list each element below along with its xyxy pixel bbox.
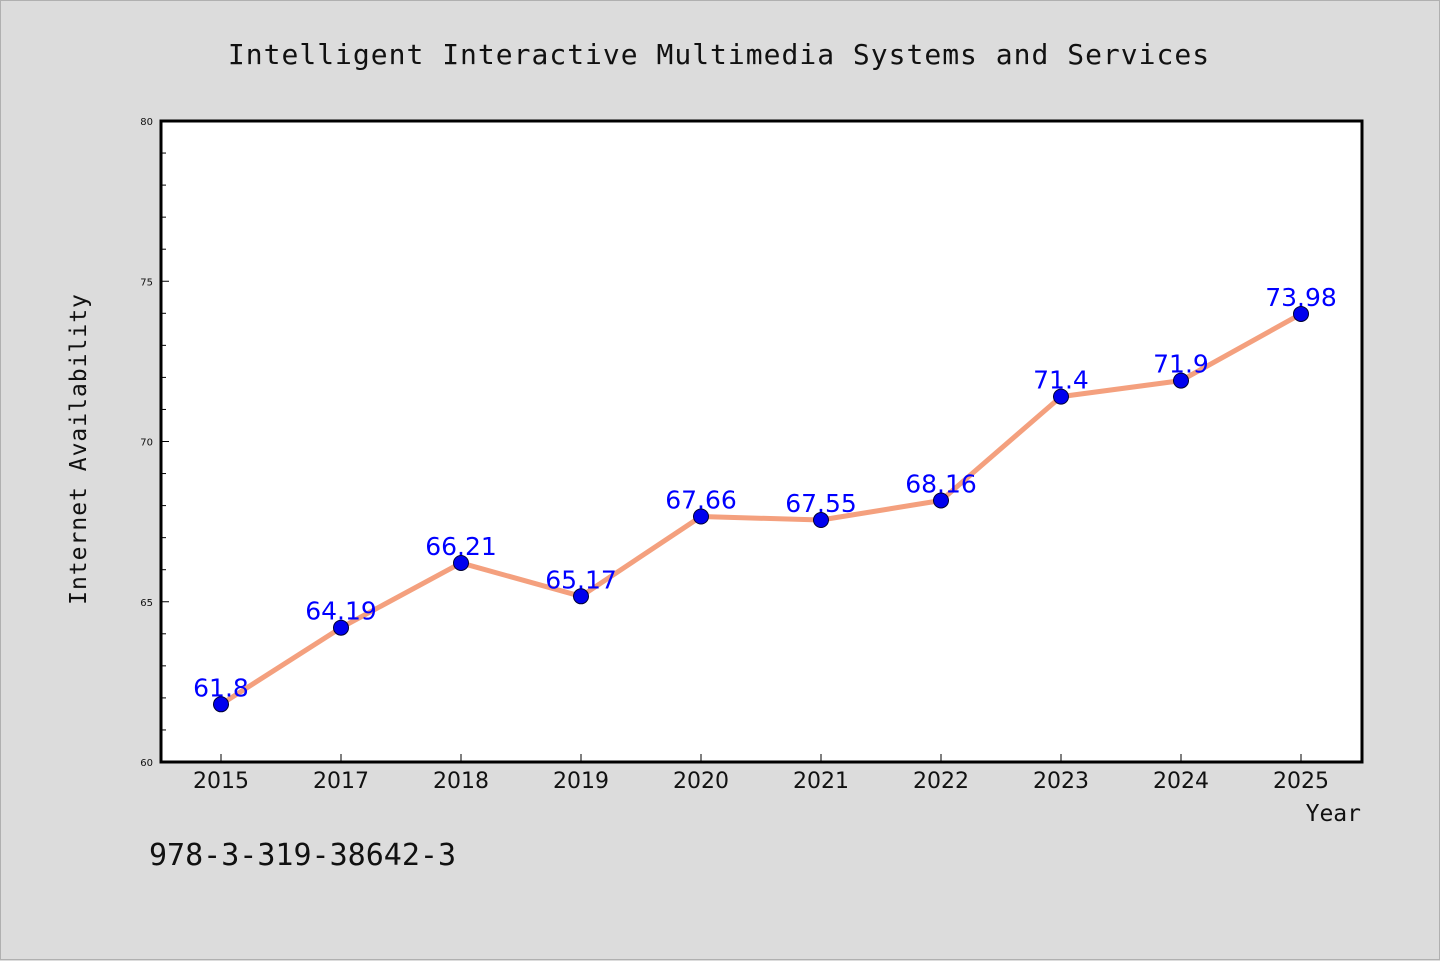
data-labels: 61.8 64.19 66.21 65.17 67.66 67.55 68.16 71.4 71… [193, 283, 1337, 702]
data-point-marker [813, 512, 829, 529]
data-point-marker [1293, 305, 1309, 322]
data-label: 66.21 [425, 532, 497, 561]
y-minor-ticks [161, 120, 169, 763]
data-label: 71.4 [1033, 366, 1089, 395]
data-point-marker [693, 508, 709, 525]
series-line [218, 311, 1304, 707]
x-axis-label: Year [1306, 801, 1361, 827]
data-point-marker [453, 554, 469, 571]
y-axis-label: Internet Availability [66, 293, 92, 605]
x-tick-label: 2024 [1153, 769, 1209, 794]
data-label: 67.66 [665, 485, 737, 514]
data-label: 65.17 [545, 565, 617, 594]
data-label: 67.55 [785, 489, 857, 518]
x-tick-label: 2023 [1033, 769, 1089, 794]
footer-isbn: 978-3-319-38642-3 [149, 838, 456, 873]
x-tick-label: 2018 [433, 769, 489, 794]
data-label: 71.9 [1153, 350, 1209, 379]
plot-area [159, 119, 1364, 764]
x-ticks: 2015 2017 2018 2019 2020 2021 2022 2023 2024 2025 [193, 754, 1329, 794]
data-label: 68.16 [905, 469, 977, 498]
x-tick-label: 2025 [1273, 769, 1329, 794]
data-markers [213, 305, 1309, 713]
x-tick-label: 2020 [673, 769, 729, 794]
x-tick-label: 2022 [913, 769, 969, 794]
data-point-marker [933, 492, 949, 509]
chart-title: Intelligent Interactive Multimedia Syste… [228, 38, 1210, 71]
data-label: 73.98 [1265, 283, 1337, 312]
x-tick-label: 2015 [193, 769, 249, 794]
data-point-marker [1053, 388, 1069, 405]
x-tick-label: 2021 [793, 769, 849, 794]
y-tick-label: 65 [140, 598, 153, 609]
data-label: 64.19 [305, 597, 377, 626]
data-point-marker [333, 619, 349, 636]
y-tick-label: 80 [140, 117, 153, 128]
data-label: 61.8 [193, 673, 249, 702]
x-tick-label: 2019 [553, 769, 609, 794]
y-tick-label: 70 [140, 438, 153, 449]
data-point-marker [1173, 372, 1189, 389]
y-tick-label: 75 [140, 277, 153, 288]
data-point-marker [213, 696, 229, 713]
y-tick-label: 60 [140, 758, 153, 769]
data-point-marker [573, 588, 589, 605]
series-line-group [218, 311, 1304, 707]
x-tick-label: 2017 [313, 769, 369, 794]
y-major-ticks: 60 65 70 75 80 [140, 117, 153, 769]
